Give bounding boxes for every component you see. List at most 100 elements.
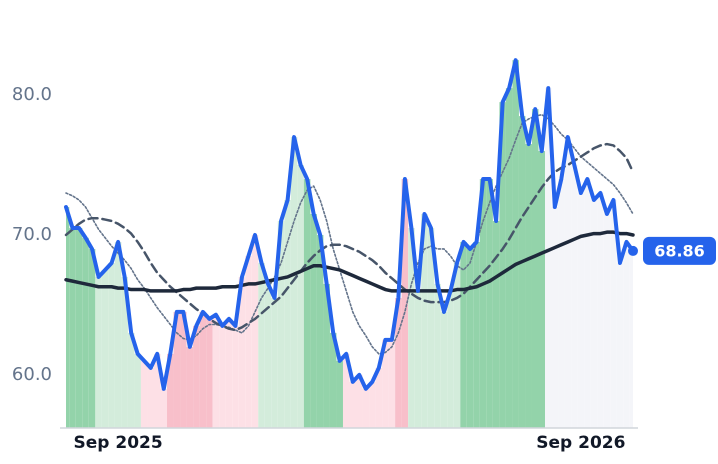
shade-bar (369, 381, 376, 428)
shade-bar (342, 353, 350, 428)
shade-bar (525, 144, 532, 428)
shade-bar (388, 339, 396, 428)
shade-bar (245, 255, 252, 428)
shade-bar (336, 360, 343, 428)
shade-bar (499, 102, 506, 428)
shade-bar (623, 241, 630, 428)
shade-bar (356, 374, 363, 428)
shade-bar (551, 207, 559, 428)
shade-bar (101, 269, 109, 428)
shade-bar (349, 381, 357, 428)
shade-bar (258, 262, 265, 428)
shade-bar (323, 283, 330, 428)
shade-bar (271, 297, 278, 428)
shade-bar (558, 179, 565, 428)
shade-bar (88, 248, 96, 428)
shade-bar (531, 109, 539, 429)
shade-bar (238, 276, 246, 428)
last-point (628, 245, 638, 256)
shade-bar (453, 262, 461, 428)
shade-bar (127, 332, 135, 428)
shade-bar (134, 353, 141, 428)
shade-bar (616, 262, 624, 428)
shade-bar (108, 262, 115, 428)
shade-bar (225, 318, 233, 428)
shade-bar (473, 241, 480, 428)
shade-bar (167, 353, 174, 428)
shade-bar (297, 165, 304, 428)
shade-bar (505, 88, 513, 428)
y-tick-label: 80.0 (12, 84, 52, 105)
shade-bar (434, 283, 441, 428)
shade-bar (577, 193, 585, 428)
shade-bar (486, 179, 493, 428)
shade-bar (95, 276, 102, 428)
shade-bar (284, 200, 291, 428)
y-tick-label: 60.0 (12, 364, 52, 385)
shade-bar (329, 332, 337, 428)
shade-bar (290, 137, 298, 428)
shade-bar (140, 360, 148, 428)
x-tick-label: Sep 2026 (536, 433, 625, 453)
shade-bar (180, 311, 187, 428)
shade-bar (427, 227, 435, 428)
lines-layer (64, 58, 635, 391)
shade-bar (414, 290, 422, 428)
shade-bar (629, 250, 633, 428)
shade-bar (82, 237, 89, 428)
shade-bar (401, 179, 409, 428)
shade-bar (219, 325, 226, 428)
shade-bar (538, 151, 546, 428)
shade-bar (610, 200, 617, 428)
shade-bar (114, 241, 122, 428)
shade-bar (421, 214, 428, 428)
shade-bar (447, 290, 454, 428)
series-line (64, 230, 635, 293)
shade-bar (545, 88, 552, 428)
last-value-badge (643, 236, 716, 265)
last-value-label: 68.86 (654, 241, 705, 260)
shade-bar (173, 311, 181, 428)
shade-bar (440, 311, 448, 428)
shade-bar (310, 214, 317, 428)
shade-bar (382, 339, 389, 428)
shade-bar (160, 388, 168, 428)
shade-bar (66, 207, 70, 428)
shade-bar (153, 353, 161, 428)
shade-bar (479, 179, 487, 428)
shade-bar (375, 367, 383, 428)
shade-bar (277, 220, 285, 428)
shade-bar (186, 346, 194, 428)
shade-bar (121, 276, 128, 428)
shading-layer (66, 60, 633, 429)
shade-bar (362, 388, 370, 428)
shade-bar (395, 297, 402, 428)
shade-bar (316, 234, 324, 428)
shade-bar (564, 137, 572, 428)
shade-bar (571, 165, 578, 428)
shade-bar (264, 283, 272, 428)
shade-bar (303, 179, 311, 428)
shade-bar (603, 214, 611, 428)
series-line (65, 113, 634, 355)
x-tick-label: Sep 2025 (74, 433, 163, 453)
shade-bar (460, 241, 467, 428)
shade-bar (584, 179, 591, 428)
shade-bar (232, 325, 239, 428)
shade-bar (512, 60, 519, 428)
shade-bar (466, 248, 474, 428)
shade-bar (590, 200, 598, 428)
y-tick-label: 70.0 (12, 224, 52, 245)
shade-bar (518, 116, 526, 429)
shade-bar (597, 193, 604, 428)
shade-bar (199, 311, 207, 428)
shade-bar (75, 227, 83, 428)
shade-bar (206, 318, 213, 428)
shade-bar (147, 367, 154, 428)
shade-bar (193, 325, 200, 428)
shade-bar (408, 227, 415, 428)
shade-bar (251, 234, 259, 428)
shade-bar (212, 314, 220, 428)
shade-bar (492, 220, 500, 428)
